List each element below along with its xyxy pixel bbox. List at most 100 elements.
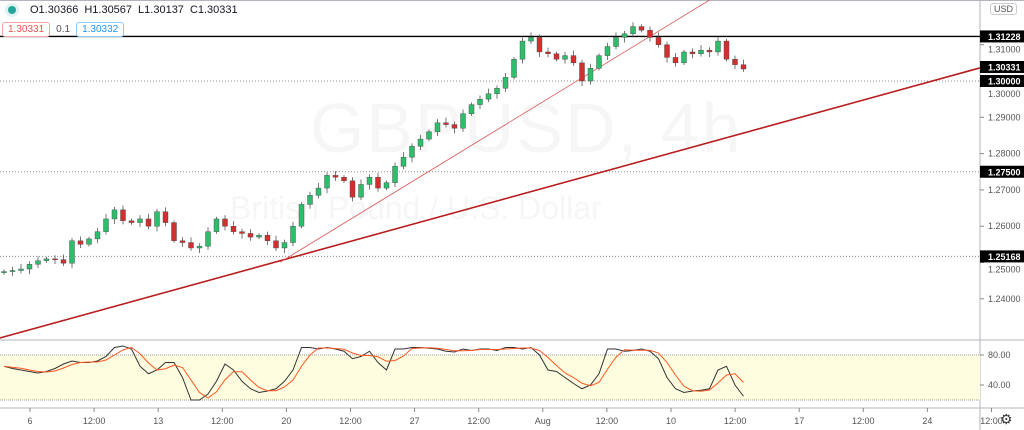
candle — [69, 237, 75, 269]
candle-body — [298, 204, 305, 227]
candle-body — [477, 98, 483, 105]
sell-button[interactable]: 1.30331 — [2, 22, 51, 37]
time-tick-label: Aug — [535, 416, 551, 426]
candle — [239, 228, 245, 239]
candle-body — [188, 242, 194, 249]
time-tick-label: 12:00 — [980, 416, 1003, 426]
candle — [698, 45, 704, 57]
candle — [179, 237, 186, 247]
candle-body — [86, 238, 92, 245]
price-level-tag-label: 1.25168 — [988, 252, 1021, 262]
candle — [630, 22, 636, 38]
candle — [120, 205, 126, 225]
buy-button[interactable]: 1.30332 — [76, 22, 125, 37]
candle-body — [18, 268, 24, 271]
candle — [443, 117, 449, 128]
candle — [655, 32, 662, 48]
candle — [341, 175, 347, 184]
candle — [256, 233, 262, 240]
candle — [545, 47, 551, 58]
candle — [732, 55, 738, 70]
stochastic-tick-label: 40.00 — [988, 380, 1011, 390]
candle — [596, 53, 602, 71]
candle-body — [545, 51, 551, 54]
last-price-tag-label: 1.30331 — [988, 62, 1021, 72]
candle-body — [689, 51, 696, 54]
candle — [103, 213, 109, 235]
time-tick-label: 12:00 — [596, 416, 619, 426]
candle — [672, 53, 679, 67]
candle-body — [604, 46, 611, 56]
candle — [273, 235, 279, 251]
candle-body — [9, 270, 16, 272]
candle-body — [358, 184, 364, 198]
candle — [426, 129, 432, 142]
candle-body — [103, 218, 109, 232]
candle — [604, 42, 611, 60]
candle-body — [596, 55, 602, 69]
candle-body — [553, 53, 560, 60]
candle — [290, 221, 296, 247]
candle — [18, 263, 24, 274]
candle-body — [35, 260, 41, 265]
candle-body — [26, 264, 33, 270]
candle-body — [706, 49, 713, 53]
candle — [511, 57, 517, 80]
candle-body — [426, 131, 432, 140]
candle-body — [511, 59, 517, 78]
price-level-tag-label: 1.27500 — [988, 167, 1021, 177]
price-tick-label: 1.25000 — [988, 264, 1021, 274]
time-tick-label: 12:00 — [339, 416, 362, 426]
candle — [35, 256, 41, 268]
candle — [553, 51, 560, 62]
candle-body — [392, 166, 398, 183]
candle-body — [579, 62, 585, 82]
candle — [715, 36, 721, 56]
candle — [324, 172, 330, 194]
candle — [689, 48, 696, 59]
candle-body — [239, 231, 245, 234]
candle — [1, 269, 7, 275]
candle — [723, 38, 730, 62]
settings-gear-icon[interactable]: ⚙ — [1000, 411, 1013, 427]
trade-buttons: 1.30331 0.1 1.30332 — [2, 22, 125, 37]
candle-body — [366, 176, 373, 185]
trendline — [280, 0, 710, 263]
candle — [43, 256, 50, 263]
candle-body — [128, 220, 135, 223]
price-level-tag-label: 1.30000 — [988, 77, 1021, 87]
candle-body — [621, 33, 628, 38]
candle — [392, 162, 398, 187]
candle-body — [698, 49, 704, 54]
candle — [375, 172, 381, 192]
candle — [332, 171, 339, 181]
candle — [409, 143, 415, 163]
candle — [485, 88, 492, 103]
time-tick-label: 20 — [281, 416, 291, 426]
candle — [562, 51, 568, 64]
candle-body — [315, 187, 322, 196]
stochastic-k-line — [3, 345, 744, 401]
last-price-tag — [980, 60, 1024, 73]
candle — [638, 24, 645, 33]
candle-body — [740, 64, 747, 70]
candle-body — [400, 157, 407, 167]
candle — [264, 231, 271, 246]
candle-body — [77, 240, 84, 245]
candle — [681, 49, 687, 66]
candle-body — [205, 231, 211, 247]
candle-body — [443, 122, 449, 125]
currency-button[interactable]: USD — [990, 3, 1018, 15]
time-tick-label: 12:00 — [852, 416, 875, 426]
legend-low: L1.30137 — [138, 4, 184, 16]
candle-body — [349, 180, 356, 198]
candle — [298, 202, 305, 229]
candle — [579, 59, 585, 87]
candle-body — [460, 113, 466, 129]
candle-body — [715, 40, 721, 53]
candle — [366, 174, 373, 190]
stochastic-band — [0, 355, 980, 400]
price-tick-label: 1.28000 — [988, 149, 1021, 159]
candle-body — [468, 104, 475, 114]
